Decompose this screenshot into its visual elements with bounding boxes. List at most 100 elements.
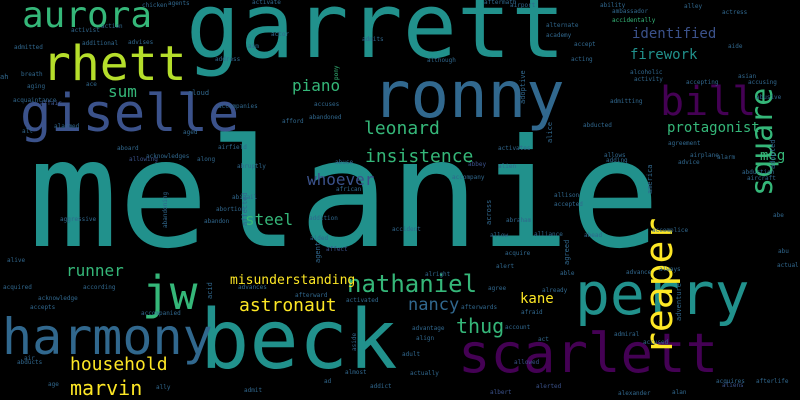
word-acid: acid — [206, 281, 214, 299]
word-all: all — [22, 128, 33, 135]
word-airport: airport — [510, 2, 536, 9]
word-abbey: abbey — [468, 161, 487, 168]
word-aftermath: aftermath — [484, 0, 517, 6]
word-accepts: accepts — [30, 304, 56, 311]
word-alexander: alexander — [618, 390, 651, 397]
word-adoptive: adoptive — [519, 69, 527, 104]
word-agent: agent — [314, 241, 322, 263]
word-abu: abu — [778, 248, 789, 255]
word-actor: actor — [271, 31, 290, 38]
word-action: action — [101, 23, 123, 30]
word-acquired: acquired — [3, 284, 32, 291]
word-ability: ability — [600, 2, 626, 9]
word-whoever: whoever — [307, 170, 375, 189]
word-alert: alert — [496, 263, 515, 270]
word-age: age — [48, 381, 59, 388]
word-abducted: abducted — [583, 122, 612, 129]
word-aim: aim — [248, 43, 259, 50]
word-acquire: acquire — [505, 250, 531, 257]
word-afterlife: afterlife — [756, 378, 789, 385]
word-alarm: alarm — [717, 154, 736, 161]
word-astronaut: astronaut — [239, 295, 337, 316]
word-actually: actually — [410, 370, 439, 377]
word-accept: accept — [574, 41, 596, 48]
word-rhett: rhett — [42, 36, 187, 92]
word-additional: additional — [82, 40, 119, 47]
word-allows: allows — [604, 152, 626, 159]
word-affect: affect — [326, 246, 348, 253]
word-adult: adult — [402, 351, 421, 358]
word-accepted: accepted — [554, 201, 583, 208]
word-alive: alive — [7, 257, 26, 264]
word-across: across — [485, 199, 493, 226]
word-ally: ally — [156, 384, 171, 391]
word-air: air — [24, 355, 35, 362]
word-abortion: abortion — [216, 206, 245, 213]
word-along: along — [197, 156, 216, 163]
word-alice: alice — [546, 121, 554, 143]
word-aging: aging — [27, 83, 46, 90]
word-runner: runner — [66, 261, 124, 280]
word-allowing: allowing — [129, 156, 158, 163]
word-scarlett: scarlett — [458, 322, 719, 385]
word-alright: alright — [425, 271, 451, 278]
word-afford: afford — [282, 118, 304, 125]
word-abduction: abduction — [742, 169, 775, 176]
word-account: account — [505, 324, 531, 331]
word-abandoning: abandoning — [162, 191, 169, 228]
word-accuses: accuses — [314, 101, 340, 108]
word-allowed: allowed — [514, 359, 540, 366]
word-ronny: ronny — [372, 59, 565, 133]
word-advice: advice — [678, 159, 700, 166]
word-alcoholic: alcoholic — [630, 69, 663, 76]
word-advances: advances — [238, 284, 267, 291]
word-acquires: acquires — [716, 378, 745, 385]
word-piano: piano — [292, 76, 341, 95]
word-accompanied: accompanied — [141, 310, 181, 317]
word-nancy: nancy — [408, 295, 460, 315]
word-ahead: ahead — [584, 232, 603, 239]
word-steel: steel — [245, 210, 294, 229]
word-alien: alien — [498, 163, 517, 170]
word-agreement: agreement — [668, 140, 701, 147]
word-activate: activate — [252, 0, 281, 6]
word-alarmed: alarmed — [54, 123, 80, 130]
word-advantage: advantage — [412, 325, 445, 332]
word-giselle: giselle — [20, 84, 240, 144]
word-aircraft: aircraft — [747, 175, 776, 182]
word-sum: sum — [108, 82, 137, 101]
word-already: already — [542, 287, 568, 294]
word-admit: admit — [244, 387, 263, 394]
word-according: according — [83, 284, 116, 291]
word-activity: activity — [634, 76, 663, 83]
word-abruptly: abruptly — [237, 163, 266, 170]
word-abusive: abusive — [756, 94, 782, 101]
word-abuse: abuse — [335, 159, 354, 166]
word-insistence: insistence — [365, 146, 474, 167]
word-activist: activist — [71, 27, 100, 34]
word-accompanies: accompanies — [218, 103, 258, 110]
word-alternate: alternate — [546, 22, 579, 29]
word-advance: advance — [626, 269, 652, 276]
word-breath: breath — [21, 71, 43, 78]
word-identified: identified — [632, 26, 717, 42]
word-act: act — [538, 336, 549, 343]
word-aloud: aloud — [188, 89, 210, 97]
word-leonard: leonard — [364, 118, 440, 139]
word-garrett: garrett — [186, 0, 566, 79]
word-household: household — [70, 354, 168, 375]
word-admitted: admitted — [14, 44, 43, 51]
word-align: align — [416, 335, 435, 342]
word-reaper: reaper — [637, 217, 681, 355]
word-able: able — [560, 270, 575, 277]
word-admits: admits — [362, 36, 384, 43]
word-harmony: harmony — [2, 308, 213, 366]
word-jw: jw — [142, 266, 198, 320]
word-chicken: chicken — [142, 2, 168, 9]
word-accusing: accusing — [748, 79, 777, 86]
word-accompany: accompany — [452, 174, 485, 181]
word-ace: ace — [86, 81, 97, 88]
word-african: african — [336, 186, 362, 193]
word-accident: accident — [392, 226, 421, 233]
word-bill: bill — [660, 79, 757, 125]
